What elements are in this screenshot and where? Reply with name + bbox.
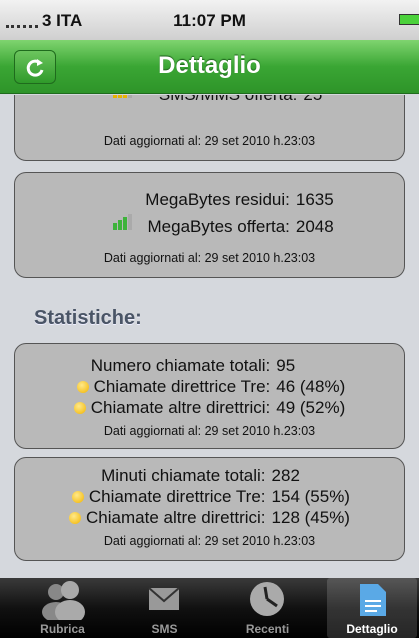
info-card: Numero chiamate totali: 95 Chiamate dirett…: [14, 343, 405, 449]
row-label-cell: Chiamate altre direttrici:: [69, 508, 266, 528]
row-label-cell: MegaBytes offerta:: [145, 217, 290, 237]
nav-title: Dettaglio: [0, 52, 419, 80]
row-label: Minuti chiamate totali:: [101, 466, 265, 485]
info-card: Minuti chiamate totali: 282 Chiamate diret…: [14, 457, 405, 561]
row-label-cell: Chiamate direttrice Tre:: [74, 377, 271, 397]
content-scroll[interactable]: Statistiche: SMS/MMS residui:42SMS/MMS o…: [0, 95, 419, 578]
row-label: Chiamate altre direttrici:: [86, 508, 266, 527]
clock: 11:07 PM: [0, 11, 419, 31]
tab[interactable]: Rubrica: [10, 578, 115, 638]
tab-bar: Rubrica SMS Recenti Dettaglio: [0, 578, 419, 638]
row-label: SMS/MMS offerta:: [159, 95, 298, 104]
bullet-dot: [69, 512, 81, 524]
tab-label: Recenti: [215, 622, 320, 636]
tab-label: Dettaglio: [327, 622, 417, 636]
updated-date: Dati aggiornati al: 29 set 2010 h.23:03: [15, 534, 404, 548]
nav-bar: Dettaglio: [0, 40, 419, 94]
row-value: 2048: [296, 217, 334, 237]
tab-icon: [10, 578, 115, 620]
tab-icon: [327, 578, 417, 620]
tab[interactable]: SMS: [112, 578, 217, 638]
row-label-cell: Minuti chiamate totali:: [69, 466, 266, 486]
tab-icon: [112, 578, 217, 620]
row-label: Numero chiamate totali:: [91, 356, 271, 375]
info-rows: MegaBytes residui: 1635 MegaBytes offerta:…: [75, 190, 404, 237]
section-title: Statistiche:: [34, 307, 142, 330]
row-label: Chiamate altre direttrici:: [91, 398, 271, 417]
bullet-dot: [77, 381, 89, 393]
tab[interactable]: Recenti: [215, 578, 320, 638]
info-card: MegaBytes residui: 1635 MegaBytes offerta:…: [14, 172, 405, 278]
row-label-cell: Numero chiamate totali:: [74, 356, 271, 376]
row-value: 282: [272, 466, 350, 486]
tab-icon: [215, 578, 320, 620]
app-screen: 3 ITA 11:07 PM Dettaglio Statistiche: SM…: [0, 0, 419, 638]
status-bar: 3 ITA 11:07 PM: [0, 0, 419, 40]
row-value: 1635: [296, 190, 334, 210]
row-value: 128 (45%): [272, 508, 350, 528]
row-label: MegaBytes residui:: [145, 190, 290, 209]
row-label: Chiamate direttrice Tre:: [94, 377, 271, 396]
bullet-dot: [74, 402, 86, 414]
info-rows: SMS/MMS residui:42SMS/MMS offerta:25: [75, 95, 404, 105]
row-label: MegaBytes offerta:: [148, 217, 290, 236]
row-value: 95: [276, 356, 345, 376]
tab-selected[interactable]: Dettaglio: [327, 578, 417, 638]
row-value: 46 (48%): [276, 377, 345, 397]
updated-date: Dati aggiornati al: 29 set 2010 h.23:03: [15, 134, 404, 148]
row-label-cell: SMS/MMS offerta:: [157, 95, 298, 105]
battery-icon: [399, 14, 419, 25]
row-label-cell: Chiamate direttrice Tre:: [69, 487, 266, 507]
row-value: 25: [303, 95, 322, 105]
row-label-cell: MegaBytes residui:: [145, 190, 290, 210]
row-label-cell: Chiamate altre direttrici:: [74, 398, 271, 418]
row-value: 154 (55%): [272, 487, 350, 507]
tab-label: SMS: [112, 622, 217, 636]
row-label: Chiamate direttrice Tre:: [89, 487, 266, 506]
tab-label: Rubrica: [10, 622, 115, 636]
updated-date: Dati aggiornati al: 29 set 2010 h.23:03: [15, 251, 404, 265]
info-rows: Numero chiamate totali: 95 Chiamate dirett…: [15, 356, 404, 418]
updated-date: Dati aggiornati al: 29 set 2010 h.23:03: [15, 424, 404, 438]
info-card: SMS/MMS residui:42SMS/MMS offerta:25Dati…: [14, 95, 405, 161]
info-rows: Minuti chiamate totali: 282 Chiamate diret…: [15, 466, 404, 528]
row-value: 49 (52%): [276, 398, 345, 418]
bullet-dot: [72, 491, 84, 503]
